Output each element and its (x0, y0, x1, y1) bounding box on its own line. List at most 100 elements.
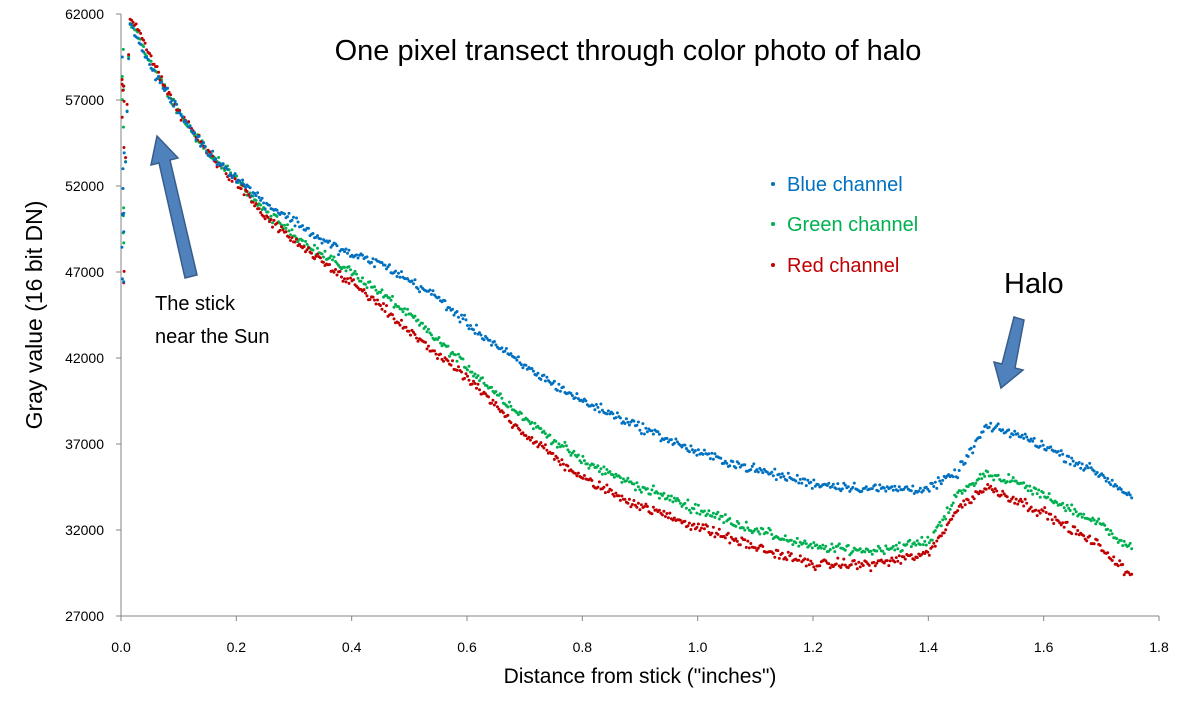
data-point (395, 275, 399, 278)
data-point (160, 75, 164, 79)
data-point (557, 442, 561, 446)
data-point (944, 517, 948, 521)
data-point (947, 511, 951, 515)
data-point (1059, 449, 1063, 453)
data-point (815, 543, 819, 547)
x-tick-label: 1.0 (688, 639, 708, 655)
data-point (1104, 479, 1108, 483)
data-point (494, 343, 498, 347)
data-point (292, 215, 295, 219)
data-point (397, 305, 400, 309)
data-point (761, 545, 765, 548)
data-point (1001, 489, 1005, 493)
data-point (1005, 495, 1009, 499)
data-point (412, 282, 415, 286)
data-point (167, 90, 171, 94)
data-point (698, 529, 702, 533)
data-point (572, 449, 576, 453)
data-point (169, 93, 173, 97)
data-point (774, 478, 778, 482)
data-point (869, 569, 873, 573)
data-point (776, 549, 780, 553)
data-point (651, 505, 655, 509)
data-point (539, 377, 543, 381)
data-point (460, 370, 463, 374)
data-point (122, 241, 126, 245)
data-point (1011, 433, 1015, 437)
data-point (379, 304, 382, 307)
data-point (558, 389, 562, 393)
data-point (427, 344, 430, 348)
data-point (1037, 488, 1041, 492)
data-point (785, 478, 789, 482)
data-point (524, 434, 528, 438)
data-point (1128, 541, 1132, 545)
data-point (1020, 500, 1024, 504)
data-point (170, 98, 174, 102)
y-tick-label: 42000 (65, 350, 104, 366)
x-tick-label: 0.8 (573, 639, 593, 655)
data-point (344, 247, 348, 251)
data-point (295, 237, 298, 241)
legend-item-red: Red channel (771, 255, 899, 277)
data-point (789, 552, 793, 556)
data-point (629, 505, 633, 509)
data-point (542, 446, 546, 450)
data-point (633, 488, 637, 492)
data-point (531, 427, 535, 431)
data-point (416, 287, 420, 291)
data-point (878, 546, 882, 550)
data-point (611, 473, 615, 477)
data-point (618, 416, 622, 420)
data-point (810, 546, 814, 550)
data-point (398, 323, 402, 327)
data-point (362, 288, 366, 292)
halo-arrow-icon (992, 316, 1025, 390)
data-point (731, 460, 735, 464)
data-point (945, 506, 949, 510)
data-point (683, 443, 687, 447)
data-point (560, 458, 564, 462)
data-point (355, 272, 358, 276)
halo-label: Halo (1004, 268, 1064, 300)
data-point (286, 223, 289, 227)
data-point (969, 501, 973, 505)
data-point (1119, 539, 1123, 542)
data-point (301, 224, 304, 228)
data-point (148, 52, 152, 56)
data-point (543, 432, 547, 436)
data-point (175, 108, 179, 112)
data-point (1022, 504, 1026, 508)
data-point (316, 246, 319, 250)
data-point (1013, 429, 1017, 433)
data-point (259, 211, 263, 214)
data-point (693, 449, 697, 453)
data-point (728, 517, 732, 520)
data-point (783, 534, 787, 538)
data-point (1070, 456, 1074, 460)
data-point (981, 430, 985, 434)
data-point (242, 183, 246, 187)
data-point (752, 462, 756, 466)
data-point (1095, 520, 1099, 523)
data-point (582, 459, 586, 463)
data-point (618, 476, 622, 480)
data-point (1127, 571, 1131, 575)
data-point (668, 511, 672, 515)
data-point (698, 512, 702, 516)
data-point (347, 281, 351, 285)
data-point (696, 448, 700, 452)
data-point (963, 461, 967, 465)
data-point (515, 358, 519, 362)
data-point (1098, 543, 1102, 547)
data-point (882, 486, 886, 490)
data-point (896, 489, 900, 493)
data-point (759, 468, 763, 472)
data-point (494, 390, 498, 393)
data-point (491, 398, 495, 402)
data-point (930, 545, 934, 549)
data-point (250, 194, 254, 198)
data-point (573, 471, 577, 475)
data-point (470, 370, 474, 374)
data-point (470, 382, 474, 386)
